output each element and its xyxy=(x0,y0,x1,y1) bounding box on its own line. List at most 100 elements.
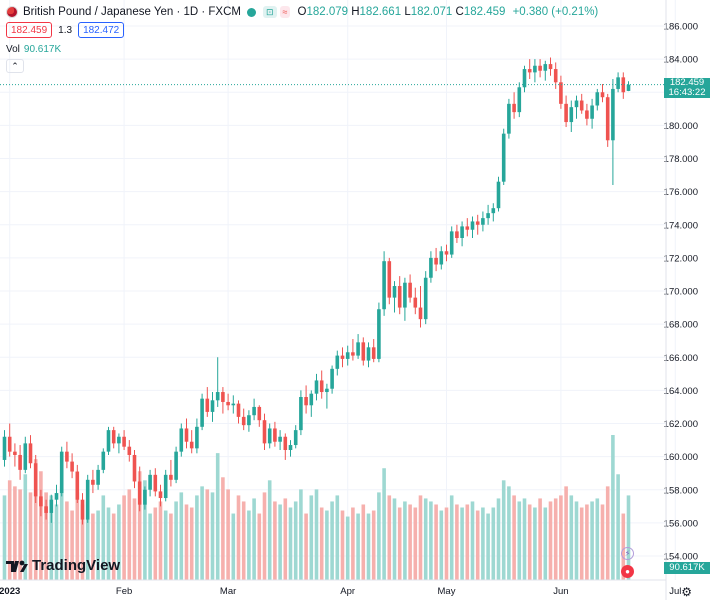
volume-bar xyxy=(169,513,173,580)
volume-bar xyxy=(496,498,501,580)
candle-body xyxy=(174,451,178,480)
volume-bar xyxy=(434,504,438,580)
candle-body xyxy=(288,445,293,450)
volume-bar xyxy=(387,495,392,580)
tradingview-logo[interactable]: TradingView xyxy=(6,557,120,574)
candle-body xyxy=(553,69,558,83)
volume-bar xyxy=(590,501,594,580)
candle-body xyxy=(293,430,298,446)
data-badge-icon[interactable]: ≈ xyxy=(279,6,291,18)
volume-bar xyxy=(96,510,100,580)
candle-body xyxy=(600,92,605,98)
settings-gear-icon[interactable]: ⚙ xyxy=(681,585,692,599)
price-tick-label: 156.000 xyxy=(664,518,698,529)
candle-body xyxy=(33,463,38,497)
volume-bar xyxy=(205,489,210,580)
price-tick-label: 162.000 xyxy=(664,419,698,430)
volume-bar xyxy=(153,507,158,580)
candle-body xyxy=(304,397,308,406)
candle-body xyxy=(491,208,496,214)
volume-bar xyxy=(548,501,553,580)
candle-body xyxy=(403,282,407,308)
lightning-event-icon[interactable]: ⚡ xyxy=(621,547,634,560)
sell-price-button[interactable]: 182.459 xyxy=(6,22,53,38)
close-label: C xyxy=(455,6,464,18)
candle-body xyxy=(122,436,126,447)
candle-body xyxy=(2,436,7,460)
volume-bar xyxy=(122,495,126,580)
volume-bar xyxy=(564,486,568,580)
price-axis[interactable]: 154.000 156.000 158.000 160.000 162.000 164.0… xyxy=(664,22,698,563)
price-tick-label: 178.000 xyxy=(664,154,698,165)
candle-body xyxy=(39,496,43,507)
candle-body xyxy=(96,469,100,485)
calendar-badge-icon[interactable]: ⊡ xyxy=(262,6,277,18)
bid-ask-row: 182.459 1.3 182.472 xyxy=(6,22,125,38)
volume-bar xyxy=(195,495,199,580)
volume-bar xyxy=(158,501,163,580)
volume-bar xyxy=(127,489,132,580)
market-open-dot-icon xyxy=(246,7,256,17)
symbol-title[interactable]: British Pound / Japanese Yen · 1D · FXCM xyxy=(23,6,241,18)
candle-body xyxy=(538,65,542,71)
volume-bar xyxy=(80,504,85,580)
candle-body xyxy=(319,380,324,393)
spread-value: 1.3 xyxy=(58,24,73,36)
grid-lines xyxy=(0,0,676,580)
volume-bar xyxy=(54,504,59,580)
candle-body xyxy=(444,251,449,255)
volume-bar xyxy=(39,471,43,580)
volume-price-tag: 90.617K xyxy=(664,562,710,574)
price-tick-label: 174.000 xyxy=(664,220,698,231)
candle-body xyxy=(153,474,158,492)
candle-body xyxy=(455,231,459,238)
symbol-legend[interactable]: British Pound / Japanese Yen · 1D · FXCM… xyxy=(6,4,598,20)
candle-body xyxy=(106,430,111,452)
candle-body xyxy=(605,97,610,141)
candle-body xyxy=(231,403,236,406)
candle-body xyxy=(397,286,402,308)
candle-body xyxy=(543,64,548,71)
collapse-legend-button[interactable]: ⌃ xyxy=(6,59,24,73)
candle-body xyxy=(626,84,631,91)
candle-body xyxy=(470,221,475,230)
earnings-flag-icon[interactable]: ● xyxy=(621,565,634,578)
change-value: +0.380 (+0.21%) xyxy=(512,6,599,18)
volume-bar xyxy=(356,513,360,580)
volume-bar xyxy=(553,498,558,580)
volume-bar xyxy=(7,480,12,580)
logo-text: TradingView xyxy=(32,557,121,574)
current-price-tag: 182.459 16:43:22 xyxy=(664,78,710,98)
candle-body xyxy=(325,388,329,393)
volume-bar xyxy=(241,501,246,580)
candle-body xyxy=(611,88,615,141)
volume-bar xyxy=(106,507,111,580)
volume-bar xyxy=(408,504,412,580)
volume-bar xyxy=(579,507,584,580)
volume-bar xyxy=(429,501,433,580)
low-label: L xyxy=(404,6,411,18)
candle-body xyxy=(345,352,350,359)
volume-bar xyxy=(262,492,267,580)
volume-bar xyxy=(65,501,69,580)
time-axis[interactable]: 2023FebMarAprMayJunJulAug xyxy=(0,586,710,597)
candle-body xyxy=(434,257,438,265)
candle-body xyxy=(44,506,48,513)
volume-bar xyxy=(585,504,589,580)
volume-bar xyxy=(49,495,54,580)
close-value: 182.459 xyxy=(463,6,506,18)
candle-body xyxy=(70,461,74,472)
candle-body xyxy=(189,441,194,449)
candle-body xyxy=(236,403,241,417)
volume-bar xyxy=(283,498,288,580)
volume-bar xyxy=(85,501,90,580)
volume-bar xyxy=(392,498,397,580)
volume-legend[interactable]: Vol 90.617K xyxy=(6,44,61,55)
volume-bar xyxy=(226,489,230,580)
price-tick-label: 170.000 xyxy=(664,287,698,298)
candle-body xyxy=(486,213,490,219)
volume-bar xyxy=(59,486,64,580)
buy-price-button[interactable]: 182.472 xyxy=(78,22,125,38)
time-tick-label: Apr xyxy=(340,586,355,597)
